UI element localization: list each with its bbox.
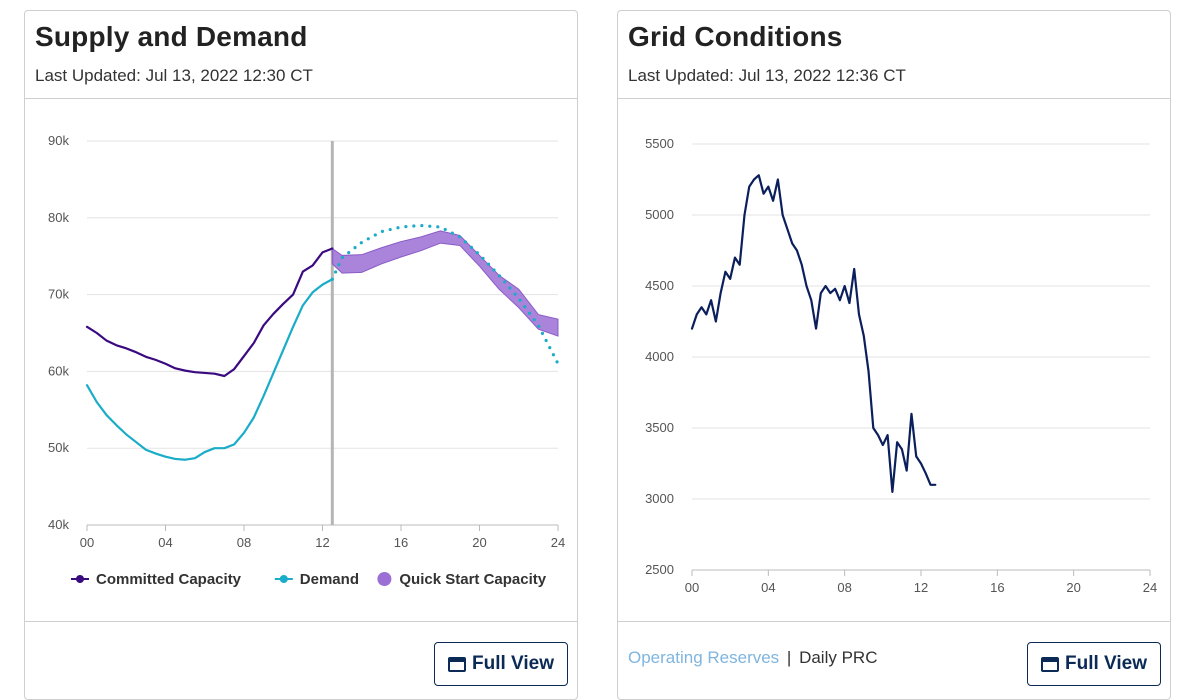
window-icon — [447, 656, 466, 672]
demand-forecast-line — [330, 223, 560, 366]
link-separator: | — [786, 648, 792, 667]
x-tick-label: 04 — [158, 535, 172, 550]
card-header: Supply and Demand Last Updated: Jul 13, … — [25, 11, 577, 99]
x-tick-label: 00 — [80, 535, 94, 550]
x-tick-label: 12 — [315, 535, 329, 550]
footer-links: Operating Reserves | Daily PRC — [628, 648, 877, 668]
y-tick-label: 50k — [48, 440, 69, 455]
x-tick-label: 12 — [914, 580, 928, 595]
full-view-button[interactable]: Full View — [1027, 642, 1161, 686]
x-tick-label: 00 — [685, 580, 699, 595]
y-tick-label: 80k — [48, 210, 69, 225]
y-tick-label: 40k — [48, 517, 69, 532]
full-view-button[interactable]: Full View — [434, 642, 568, 686]
window-icon — [1040, 656, 1059, 672]
chart-legend: Committed Capacity Demand Quick Start Capa… — [71, 571, 547, 588]
y-tick-label: 4000 — [645, 349, 674, 364]
card-title: Supply and Demand — [35, 21, 308, 52]
legend-label: Committed Capacity — [96, 571, 242, 588]
y-tick-label: 70k — [48, 287, 69, 302]
x-tick-label: 16 — [990, 580, 1004, 595]
last-updated-text: Last Updated: Jul 13, 2022 12:36 CT — [628, 66, 906, 85]
demand-line — [85, 278, 334, 461]
x-tick-label: 08 — [237, 535, 251, 550]
quick-start-capacity-band — [331, 230, 559, 337]
y-tick-label: 3500 — [645, 420, 674, 435]
card-title: Grid Conditions — [628, 21, 843, 52]
x-tick-label: 08 — [837, 580, 851, 595]
x-tick-label: 24 — [1143, 580, 1157, 595]
card-header: Grid Conditions Last Updated: Jul 13, 20… — [618, 11, 1170, 99]
full-view-label: Full View — [1064, 653, 1147, 674]
daily-prc-label[interactable]: Daily PRC — [799, 648, 878, 667]
y-tick-label: 4500 — [645, 278, 674, 293]
y-tick-label: 5500 — [645, 136, 674, 151]
x-tick-label: 04 — [761, 580, 775, 595]
last-updated-text: Last Updated: Jul 13, 2022 12:30 CT — [35, 66, 313, 85]
card-footer: Full View — [25, 621, 577, 699]
card-footer: Operating Reserves | Daily PRC Full View — [618, 621, 1170, 699]
x-tick-label: 20 — [472, 535, 486, 550]
supply-demand-chart: 40k 50k 60k 70k 80k 90k 00 04 08 12 16 20 24 Committe… — [48, 133, 565, 588]
supply-demand-card: Supply and Demand Last Updated: Jul 13, … — [24, 10, 578, 700]
legend-swatch — [377, 572, 392, 586]
y-tick-label: 90k — [48, 133, 69, 148]
y-tick-label: 2500 — [645, 562, 674, 577]
legend-swatch — [279, 575, 288, 583]
x-tick-label: 24 — [551, 535, 565, 550]
legend-swatch — [76, 575, 84, 583]
y-tick-label: 60k — [48, 363, 69, 378]
committed-capacity-line — [85, 247, 334, 378]
x-tick-label: 20 — [1066, 580, 1080, 595]
full-view-label: Full View — [471, 653, 554, 674]
legend-label: Quick Start Capacity — [399, 571, 546, 588]
legend-label: Demand — [300, 571, 359, 588]
grid-conditions-chart: 2500 3000 3500 4000 4500 5000 5500 00 04 08 12 16 20… — [645, 136, 1157, 595]
y-tick-label: 5000 — [645, 207, 674, 222]
x-tick-label: 16 — [394, 535, 408, 550]
operating-reserves-link[interactable]: Operating Reserves — [628, 648, 780, 667]
y-tick-label: 3000 — [645, 491, 674, 506]
grid-conditions-card: Grid Conditions Last Updated: Jul 13, 20… — [617, 10, 1171, 700]
data-line — [690, 174, 937, 493]
